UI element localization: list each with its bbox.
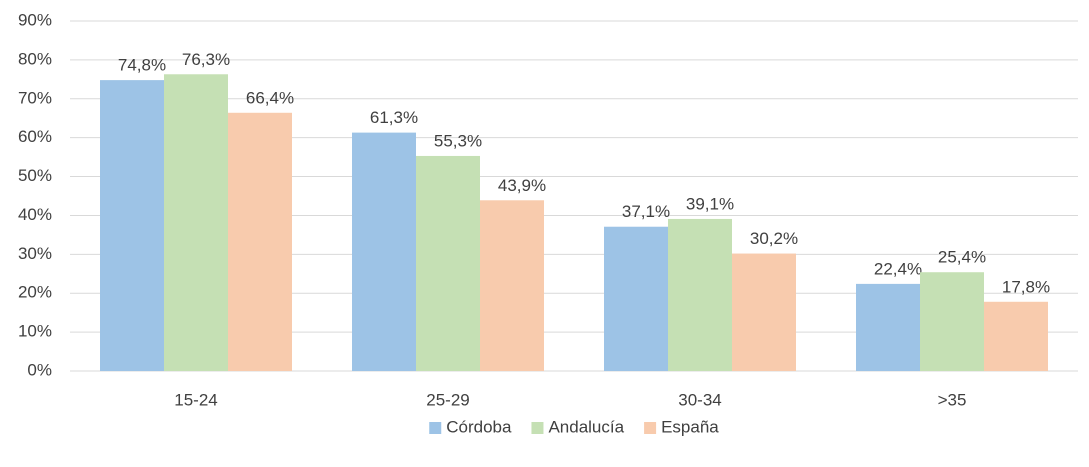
value-label: 61,3% (370, 108, 418, 127)
bar (856, 283, 920, 371)
bar (604, 226, 668, 371)
value-label: 76,3% (182, 50, 230, 69)
bar (352, 132, 416, 371)
y-tick-label: 10% (18, 322, 52, 341)
bar (732, 253, 796, 371)
x-tick-label: 30-34 (678, 390, 721, 409)
bar (668, 218, 732, 371)
y-tick-label: 40% (18, 205, 52, 224)
value-label: 17,8% (1002, 277, 1050, 296)
value-label: 43,9% (498, 176, 546, 195)
legend-swatch (429, 422, 442, 434)
legend-label: España (661, 417, 719, 436)
legend-swatch (644, 422, 657, 434)
legend-swatch (531, 422, 544, 434)
y-tick-label: 0% (27, 360, 52, 379)
value-label: 55,3% (434, 131, 482, 150)
value-label: 39,1% (686, 194, 734, 213)
value-label: 66,4% (246, 88, 294, 107)
bar (920, 272, 984, 371)
y-tick-label: 80% (18, 49, 52, 68)
y-tick-label: 60% (18, 127, 52, 146)
value-label: 37,1% (622, 202, 670, 221)
y-tick-label: 20% (18, 283, 52, 302)
legend-label: Andalucía (548, 417, 624, 436)
bar (228, 112, 292, 372)
bar (164, 74, 228, 372)
y-tick-label: 50% (18, 166, 52, 185)
y-tick-label: 30% (18, 244, 52, 263)
x-tick-label: 25-29 (426, 390, 469, 409)
bar (416, 155, 480, 371)
bar (984, 301, 1048, 371)
value-label: 25,4% (938, 248, 986, 267)
bar (480, 200, 544, 371)
bar (100, 80, 164, 371)
x-tick-label: 15-24 (174, 390, 217, 409)
legend-label: Córdoba (446, 417, 512, 436)
value-label: 30,2% (750, 229, 798, 248)
y-tick-label: 70% (18, 88, 52, 107)
value-label: 74,8% (118, 56, 166, 75)
value-label: 22,4% (874, 259, 922, 278)
y-tick-label: 90% (18, 10, 52, 29)
x-tick-label: >35 (938, 390, 967, 409)
